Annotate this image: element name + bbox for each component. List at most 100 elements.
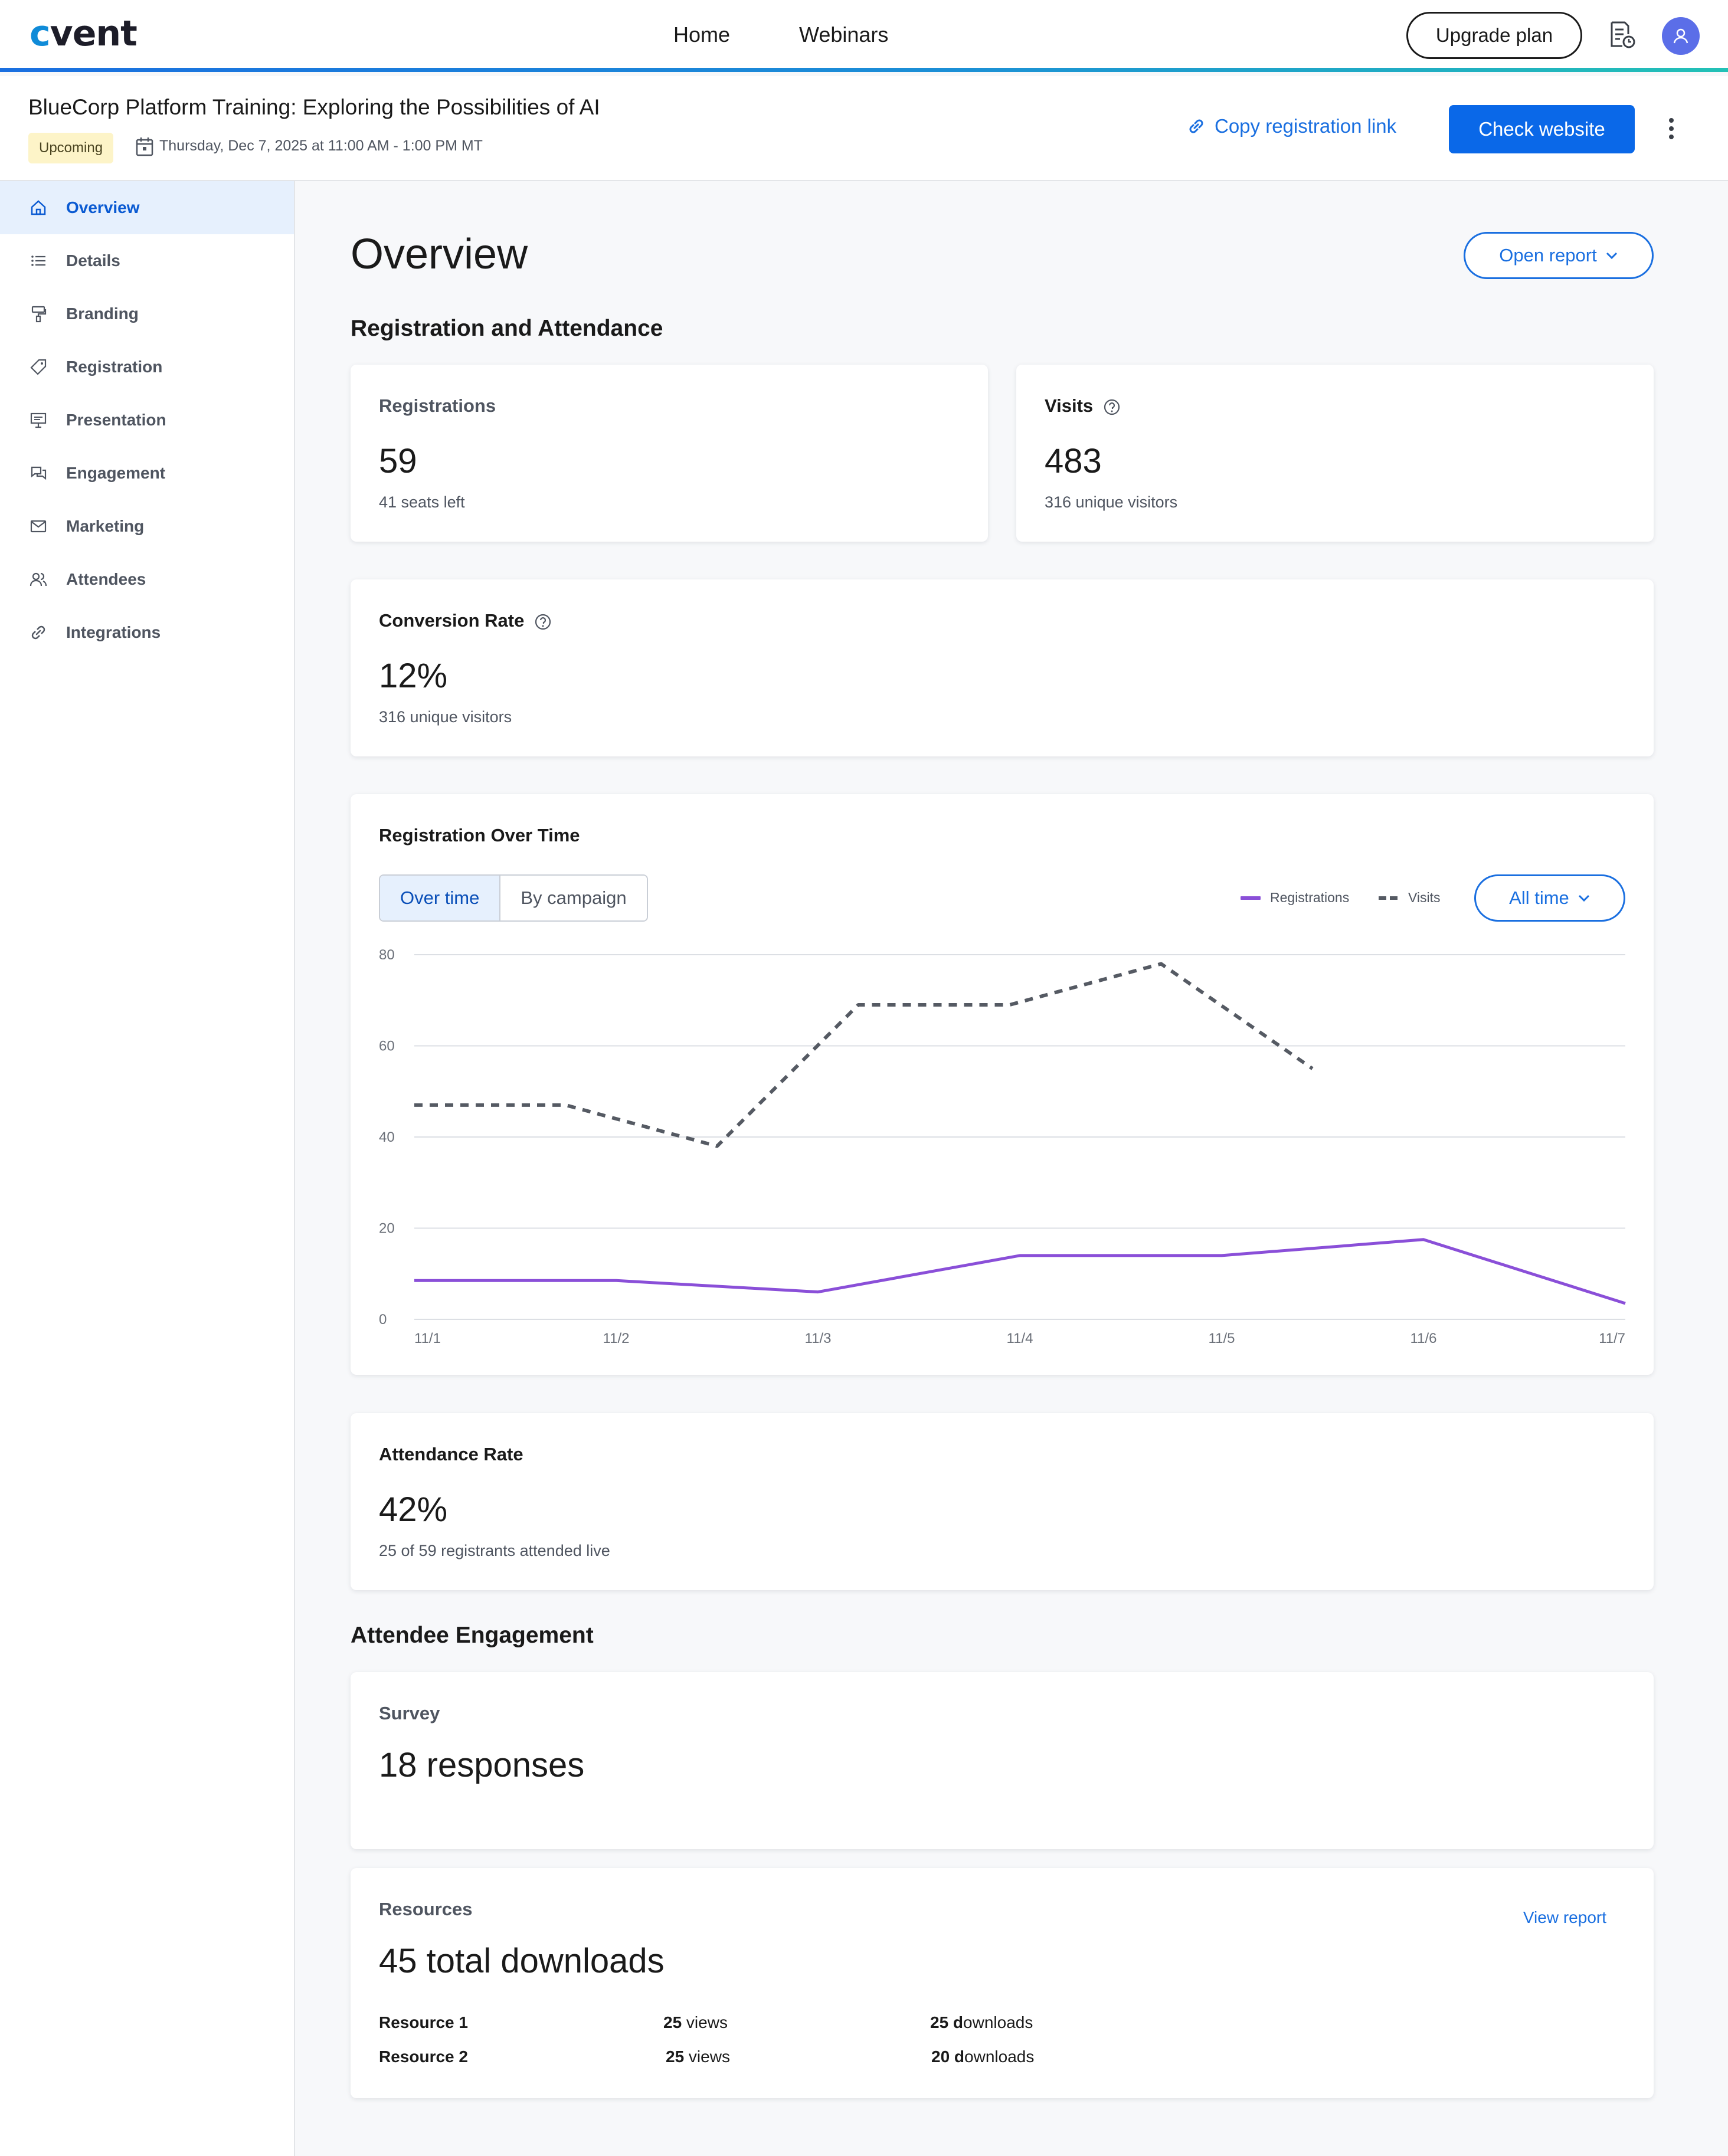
link-icon <box>1189 119 1203 133</box>
conversion-sub: 316 unique visitors <box>379 708 512 726</box>
x-tick-label: 11/4 <box>1007 1331 1033 1346</box>
page-title: Overview <box>351 231 528 278</box>
time-range-label: All time <box>1509 887 1569 908</box>
registration-over-time-card: Registration Over Time Over time By camp… <box>351 794 1654 1375</box>
sidebar-item-presentation[interactable]: Presentation <box>0 394 294 447</box>
attendance-sub: 25 of 59 registrants attended live <box>379 1542 610 1559</box>
y-tick-label: 0 <box>379 1312 387 1328</box>
sidebar-item-overview[interactable]: Overview <box>0 181 294 234</box>
conversion-label-row: Conversion Rate <box>379 610 552 631</box>
sidebar-item-details[interactable]: Details <box>0 234 294 287</box>
conversion-value: 12% <box>379 657 448 695</box>
chevron-down-icon <box>1578 894 1589 902</box>
attendance-label: Attendance Rate <box>379 1444 523 1464</box>
tab-over-time[interactable]: Over time <box>380 876 501 920</box>
open-report-button[interactable]: Open report <box>1464 232 1654 279</box>
event-header: BlueCorp Platform Training: Exploring th… <box>0 76 1728 181</box>
copy-link-label: Copy registration link <box>1215 115 1397 137</box>
view-report-link[interactable]: View report <box>1523 1908 1606 1926</box>
sidebar-item-label: Registration <box>66 358 163 376</box>
y-tick-label: 60 <box>379 1038 395 1054</box>
link-icon <box>28 622 48 643</box>
sidebar-item-branding[interactable]: Branding <box>0 287 294 340</box>
resources-value: 45 total downloads <box>379 1942 665 1980</box>
home-icon <box>28 198 48 218</box>
envelope-icon <box>28 516 48 536</box>
survey-label: Survey <box>379 1703 440 1724</box>
sidebar-item-label: Branding <box>66 304 139 323</box>
sidebar-item-label: Details <box>66 251 120 270</box>
user-avatar[interactable] <box>1662 17 1700 55</box>
check-website-button[interactable]: Check website <box>1449 105 1635 153</box>
registrations-card: Registrations 59 41 seats left <box>351 365 988 542</box>
report-schedule-icon[interactable] <box>1607 20 1637 50</box>
sidebar-item-integrations[interactable]: Integrations <box>0 606 294 659</box>
help-icon[interactable] <box>534 613 552 631</box>
sidebar-item-label: Integrations <box>66 623 161 641</box>
event-title: BlueCorp Platform Training: Exploring th… <box>28 95 600 119</box>
registrations-value: 59 <box>379 442 417 480</box>
resources-label: Resources <box>379 1899 473 1919</box>
time-range-dropdown[interactable]: All time <box>1474 874 1625 922</box>
visits-card: Visits 483 316 unique visitors <box>1016 365 1654 542</box>
resource-downloads: 20 downloads <box>931 2047 1035 2066</box>
paint-roller-icon <box>28 304 48 324</box>
resource-downloads: 25 downloads <box>930 2013 1033 2032</box>
calendar-icon <box>136 137 153 156</box>
cvent-logo[interactable]: cvent <box>30 13 138 54</box>
sidebar-item-registration[interactable]: Registration <box>0 340 294 394</box>
sidebar-item-label: Marketing <box>66 517 145 535</box>
line-chart: 80 60 40 20 0 11/1 11/2 11/3 11/4 11/5 11/6 11/7 <box>379 947 1626 1346</box>
resource-views: 25 views <box>666 2047 730 2066</box>
easel-icon <box>28 410 48 430</box>
attendance-rate-card: Attendance Rate 42% 25 of 59 registrants… <box>351 1413 1654 1590</box>
sidebar-item-engagement[interactable]: Engagement <box>0 447 294 500</box>
copy-registration-link[interactable]: Copy registration link <box>1186 115 1396 137</box>
x-tick-label: 11/7 <box>1599 1331 1625 1346</box>
resource-views: 25 views <box>663 2013 728 2032</box>
section-title-registration: Registration and Attendance <box>351 316 663 341</box>
nav-link-home[interactable]: Home <box>673 22 731 47</box>
status-badge: Upcoming <box>28 133 114 163</box>
legend-label-registrations: Registrations <box>1270 890 1350 905</box>
y-tick-label: 40 <box>379 1129 395 1145</box>
sidebar-item-label: Attendees <box>66 570 146 588</box>
sidebar-item-label: Engagement <box>66 464 166 482</box>
x-tick-label: 11/2 <box>603 1331 630 1346</box>
visits-label: Visits <box>1045 395 1094 416</box>
series-line-registrations <box>414 1238 1626 1305</box>
survey-card: Survey 18 responses <box>351 1672 1654 1849</box>
y-tick-label: 20 <box>379 1221 395 1237</box>
legend-registrations: Registrations <box>1241 890 1349 906</box>
sidebar-item-label: Overview <box>66 198 140 217</box>
sidebar-item-label: Presentation <box>66 411 166 429</box>
visits-sub: 316 unique visitors <box>1045 493 1178 511</box>
legend-swatch-visits <box>1379 896 1398 900</box>
sidebar-item-attendees[interactable]: Attendees <box>0 553 294 606</box>
conversion-rate-card: Conversion Rate 12% 316 unique visitors <box>351 579 1654 756</box>
legend-label-visits: Visits <box>1408 890 1441 905</box>
resource-name: Resource 2 <box>379 2047 468 2066</box>
resources-card: Resources View report 45 total downloads… <box>351 1868 1654 2098</box>
nav-link-webinars[interactable]: Webinars <box>799 22 889 47</box>
tab-by-campaign[interactable]: By campaign <box>500 876 647 920</box>
y-tick-label: 80 <box>379 947 395 963</box>
x-tick-label: 11/3 <box>805 1331 832 1346</box>
tag-icon <box>28 357 48 377</box>
resource-name: Resource 1 <box>379 2013 468 2032</box>
survey-value: 18 responses <box>379 1746 585 1784</box>
user-icon <box>1673 28 1688 44</box>
list-icon <box>28 251 48 271</box>
help-icon[interactable] <box>1103 398 1121 416</box>
sidebar-item-marketing[interactable]: Marketing <box>0 500 294 553</box>
legend-swatch-registrations <box>1241 896 1261 900</box>
x-tick-label: 11/1 <box>414 1331 441 1346</box>
more-options-icon[interactable] <box>1665 116 1677 145</box>
legend-visits: Visits <box>1379 890 1441 906</box>
upgrade-plan-button[interactable]: Upgrade plan <box>1406 12 1582 59</box>
view-toggle: Over time By campaign <box>379 874 648 922</box>
conversion-label: Conversion Rate <box>379 610 525 631</box>
people-icon <box>28 569 48 589</box>
chevron-down-icon <box>1606 252 1617 260</box>
visits-value: 483 <box>1045 442 1102 480</box>
